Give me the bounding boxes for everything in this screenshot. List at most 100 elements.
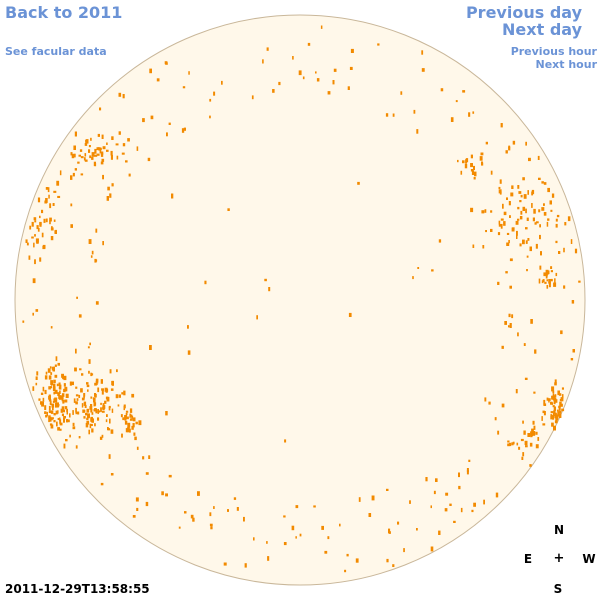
next-hour-link[interactable]: Next hour	[535, 58, 598, 71]
facula-mark	[474, 171, 477, 177]
facula-mark	[552, 390, 555, 394]
facula-mark	[516, 234, 518, 239]
facula-mark	[32, 278, 36, 284]
facula-mark	[52, 400, 55, 403]
facula-mark	[106, 196, 109, 201]
facula-mark	[555, 399, 558, 403]
facula-mark	[85, 140, 88, 143]
facula-mark	[327, 536, 330, 540]
facula-mark	[58, 395, 62, 400]
see-facular-data-link[interactable]: See facular data	[5, 45, 107, 58]
facula-mark	[499, 179, 502, 184]
facula-mark	[97, 410, 101, 413]
facula-mark	[115, 394, 119, 399]
facula-mark	[48, 405, 51, 411]
facula-mark	[327, 91, 331, 95]
facula-mark	[302, 76, 305, 80]
facula-mark	[102, 146, 106, 150]
facula-mark	[107, 186, 110, 191]
previous-day-link[interactable]: Previous day	[465, 3, 582, 22]
facula-mark	[127, 422, 131, 428]
facula-mark	[66, 408, 68, 413]
facula-mark	[52, 366, 55, 372]
facula-mark	[561, 387, 564, 390]
facula-mark	[324, 550, 328, 554]
facula-mark	[538, 209, 541, 213]
facula-mark	[209, 523, 213, 526]
facula-mark	[412, 276, 414, 280]
facula-mark	[529, 464, 532, 467]
facula-mark	[136, 507, 139, 511]
previous-hour-link[interactable]: Previous hour	[510, 45, 597, 58]
back-to-year-link[interactable]: Back to 2011	[5, 3, 123, 22]
faculae-layer	[22, 25, 581, 573]
facula-mark	[541, 280, 544, 284]
facula-mark	[90, 137, 92, 141]
facula-mark	[481, 161, 483, 166]
facula-mark	[108, 454, 111, 459]
facula-mark	[409, 500, 411, 504]
facula-mark	[164, 61, 168, 65]
facula-mark	[61, 393, 65, 397]
facula-mark	[321, 525, 324, 530]
facula-mark	[516, 442, 519, 446]
facula-mark	[91, 152, 95, 157]
facula-mark	[99, 150, 102, 154]
facula-mark	[508, 240, 510, 244]
facula-mark	[348, 312, 352, 317]
facula-mark	[88, 145, 91, 148]
facula-mark	[77, 411, 80, 415]
facula-mark	[102, 403, 105, 406]
facula-mark	[397, 521, 400, 525]
facula-mark	[78, 314, 82, 318]
facula-mark	[554, 412, 557, 416]
facula-mark	[267, 556, 270, 561]
facula-mark	[64, 399, 68, 403]
facula-mark	[204, 280, 207, 285]
facula-mark	[525, 208, 527, 214]
facula-mark	[85, 412, 88, 416]
facula-mark	[49, 366, 52, 369]
facula-mark	[498, 224, 502, 227]
facula-mark	[63, 443, 66, 449]
facula-mark	[125, 410, 129, 413]
facula-mark	[74, 168, 77, 171]
facula-mark	[161, 491, 164, 496]
facula-mark	[518, 191, 522, 194]
facula-mark	[49, 386, 53, 389]
facula-mark	[55, 410, 58, 415]
facula-mark	[525, 445, 528, 448]
facula-mark	[90, 255, 93, 258]
facula-mark	[110, 388, 114, 391]
facula-mark	[522, 177, 525, 181]
next-day-link[interactable]: Next day	[502, 20, 582, 39]
facula-mark	[482, 245, 485, 249]
facula-mark	[94, 148, 97, 154]
facula-mark	[156, 78, 160, 82]
facula-mark	[470, 163, 473, 168]
facula-mark	[75, 394, 79, 397]
facula-mark	[557, 390, 560, 396]
facula-mark	[497, 281, 500, 285]
facula-mark	[135, 421, 138, 425]
facula-mark	[529, 246, 532, 252]
facula-mark	[510, 192, 514, 197]
facula-mark	[96, 153, 100, 156]
facula-mark	[537, 437, 540, 441]
facula-mark	[59, 428, 62, 431]
facula-mark	[70, 203, 73, 207]
facula-mark	[266, 541, 268, 544]
facula-mark	[97, 387, 100, 393]
facula-mark	[101, 134, 104, 139]
facula-mark	[371, 495, 375, 501]
facula-mark	[91, 412, 94, 415]
facula-mark	[76, 296, 78, 299]
facula-mark	[53, 391, 56, 395]
facula-mark	[472, 244, 475, 248]
facula-mark	[36, 238, 39, 244]
facula-mark	[450, 117, 454, 122]
facula-mark	[84, 153, 87, 157]
facula-mark	[54, 389, 58, 394]
facula-mark	[56, 410, 59, 414]
facula-mark	[471, 509, 474, 513]
